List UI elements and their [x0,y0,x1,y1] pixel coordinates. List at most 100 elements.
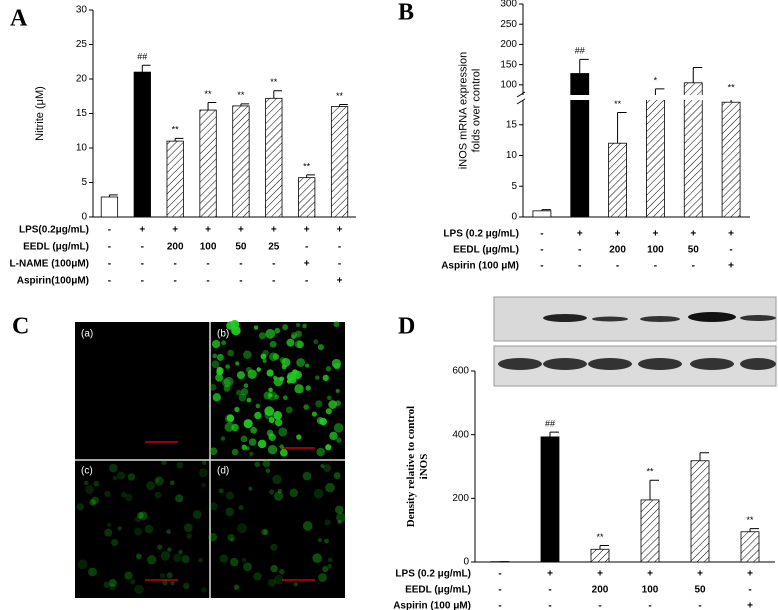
cell [77,559,88,570]
cell [154,476,164,486]
condition-value: 50 [235,242,247,253]
y-axis-label: Density relative to control [405,406,417,527]
y-tick-label: 10 [506,150,518,161]
cell [238,393,247,402]
condition-value: + [615,229,621,240]
cell [147,555,157,565]
cell [335,400,342,407]
condition-value: + [337,276,343,287]
condition-value: - [540,245,543,256]
cell [220,436,226,441]
cell [315,375,320,380]
bar [199,109,217,218]
condition-label: L-NAME (100μM) [10,259,89,270]
cell [212,353,218,359]
cell [209,383,217,391]
error-bar [692,66,703,83]
cell [279,568,285,575]
cell [268,417,275,424]
cell [227,349,235,357]
cell [302,323,307,329]
cell [209,502,218,511]
error-bar [273,90,283,99]
cell [302,521,313,531]
cell [319,417,327,426]
cell [327,557,333,563]
cell [183,582,190,590]
cell [325,444,332,451]
condition-value: + [205,225,211,236]
cell [167,547,172,552]
condition-value: + [697,569,703,580]
cell [223,376,234,387]
condition-value: - [206,276,209,287]
cell [292,369,298,376]
cell [290,371,300,381]
bar [298,177,316,218]
error-bar [699,452,709,461]
cell [183,523,193,533]
image-label: (c) [81,466,93,477]
cell [124,493,133,501]
cell [273,377,283,387]
image-label: (a) [81,329,93,340]
cell [273,491,284,501]
cell [225,364,230,369]
cell [333,472,341,480]
cell [250,426,257,434]
significance-label: ** [614,99,622,109]
cell [335,388,340,393]
cell [336,512,346,523]
panel-label: A [10,6,28,32]
cell [255,403,261,409]
cell [279,448,288,457]
condition-value: - [498,585,501,596]
condition-value: - [239,259,242,270]
significance-label: ## [575,46,585,56]
cell [264,410,274,420]
condition-value: 100 [647,245,664,256]
cell [134,584,144,595]
condition-value: - [578,261,581,272]
cell [212,393,221,402]
significance-label: ** [336,91,344,101]
cell [305,385,311,391]
condition-value: + [304,225,310,236]
cell [76,502,84,511]
cell [313,339,319,345]
condition-label: Aspirin (100 μM) [393,601,471,610]
cell [104,528,113,537]
cell [322,565,329,573]
condition-value: - [305,276,308,287]
cell [166,572,173,579]
cell [265,468,271,474]
cell [262,358,267,363]
condition-value: - [692,261,695,272]
cell [241,557,247,563]
error-bar [541,209,551,211]
condition-value: - [748,585,751,596]
cell [291,334,296,340]
y-tick-label: 30 [76,5,88,16]
cell [192,509,202,519]
cell [324,519,331,526]
cell [322,374,329,381]
condition-label: Aspirin (100 μM) [441,261,519,272]
cell [146,481,156,491]
y-tick-label: 20 [76,74,88,85]
cell [294,384,304,394]
error-bar [174,137,184,142]
cell [136,553,142,560]
panel-label: C [12,314,29,340]
cell [161,459,167,465]
cell [231,448,239,456]
condition-value: + [271,225,277,236]
cell [104,490,111,498]
cell [269,340,277,348]
cell [294,340,303,349]
condition-value: + [577,229,583,240]
cell [229,537,235,543]
cell [263,529,269,536]
cell [289,488,299,498]
cell [208,532,217,542]
